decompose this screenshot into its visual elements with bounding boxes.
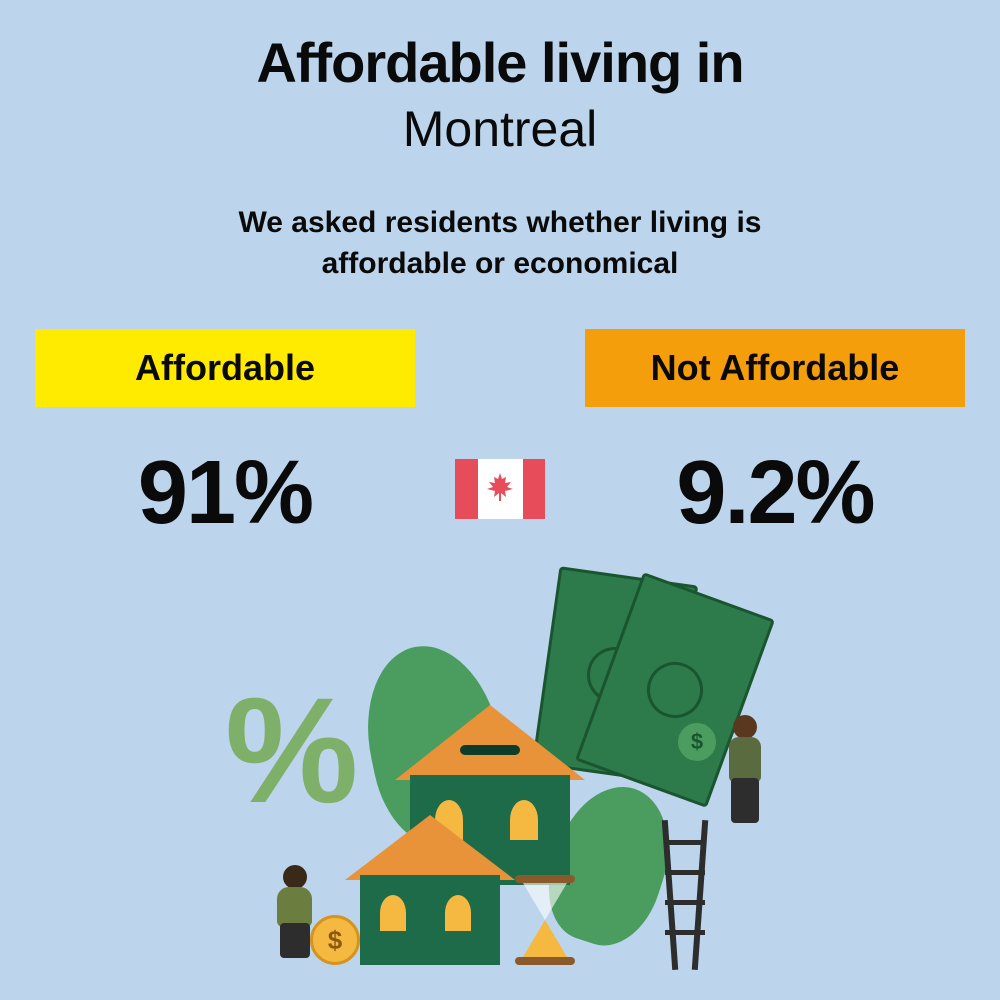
- maple-leaf-icon: [487, 473, 513, 506]
- canada-flag-icon: [455, 459, 545, 519]
- affordable-label: Affordable: [35, 329, 415, 407]
- flag-white-center: [478, 459, 523, 519]
- flag-wrapper: [455, 459, 545, 519]
- affordable-stat: Affordable 91%: [35, 329, 415, 545]
- page-title: Affordable living in: [256, 30, 743, 95]
- house-roof: [395, 705, 585, 780]
- not-affordable-label: Not Affordable: [585, 329, 965, 407]
- window-icon: [380, 895, 406, 931]
- coin-icon: $: [310, 915, 360, 965]
- coin-slot: [460, 745, 520, 755]
- subtitle: We asked residents whether living is aff…: [239, 203, 762, 284]
- affordable-percentage: 91%: [138, 442, 312, 545]
- infographic-container: Affordable living in Montreal We asked r…: [0, 0, 1000, 1000]
- flag-red-stripe: [523, 459, 546, 519]
- coin-icon: $: [675, 720, 719, 764]
- subtitle-line-2: affordable or economical: [322, 247, 679, 280]
- stats-row: Affordable 91% Not Affordable 9.2%: [0, 329, 1000, 545]
- window-icon: [445, 895, 471, 931]
- hourglass-icon: [515, 875, 575, 965]
- percent-icon: %: [225, 675, 358, 825]
- ladder-icon: [665, 820, 705, 970]
- city-name: Montreal: [403, 100, 598, 158]
- flag-red-stripe: [455, 459, 478, 519]
- subtitle-line-1: We asked residents whether living is: [239, 206, 762, 239]
- house-roof: [345, 815, 515, 880]
- not-affordable-stat: Not Affordable 9.2%: [585, 329, 965, 545]
- not-affordable-percentage: 9.2%: [676, 442, 873, 545]
- housing-illustration: % $: [225, 605, 775, 955]
